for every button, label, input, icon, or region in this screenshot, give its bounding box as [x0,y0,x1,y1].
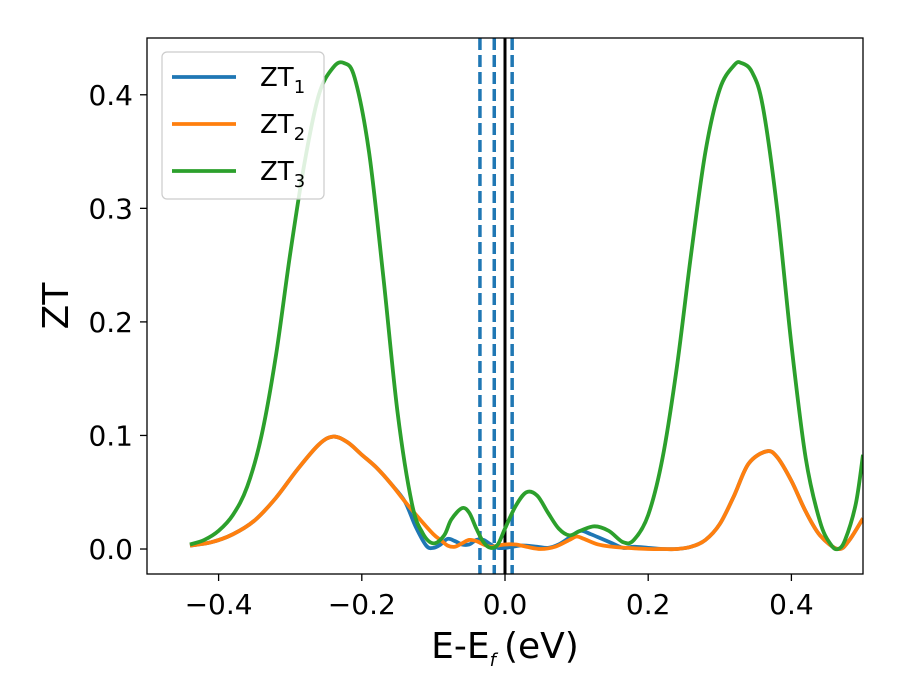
y-axis-ticks: 0.0 0.1 0.2 0.3 0.4 [88,79,147,566]
legend-label-zt2: ZT2 [260,110,305,145]
y-tick-label: 0.4 [88,79,133,112]
x-tick-label: 0.4 [769,588,814,621]
y-tick-label: 0.1 [88,419,133,452]
series-line-zt2 [189,434,863,552]
x-tick-label: 0.0 [483,588,528,621]
y-tick-label: 0.0 [88,533,133,566]
x-tick-label: −0.2 [328,588,396,621]
legend: ZT1 ZT2 ZT3 [161,51,325,200]
legend-box [161,51,325,200]
series-group [189,60,863,552]
vertical-reference-lines [478,38,514,574]
x-tick-label: 0.2 [626,588,671,621]
legend-label-zt3: ZT3 [260,157,305,192]
x-axis-label: E-Ef (eV) [431,626,579,671]
legend-label-zt1: ZT1 [260,63,305,98]
series-line-zt3 [189,60,863,552]
x-axis-ticks: −0.4 −0.2 0.0 0.2 0.4 [185,574,814,621]
y-axis-label: ZT [36,282,77,330]
y-tick-label: 0.2 [88,306,133,339]
y-tick-label: 0.3 [88,192,133,225]
x-tick-label: −0.4 [185,588,253,621]
